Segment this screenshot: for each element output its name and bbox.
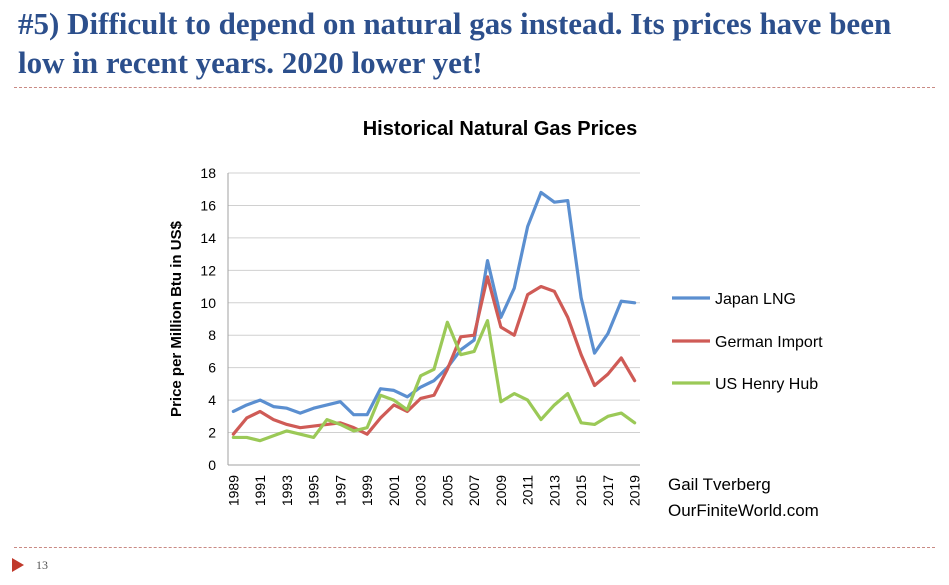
slide-title: #5) Difficult to depend on natural gas i…	[18, 6, 892, 80]
x-tick-label: 1995	[306, 475, 322, 506]
axes: 0 2 4 6 8 10 12 14 16 18 1989 1991 1993 1995 1997 1999 2…	[200, 165, 642, 506]
x-tick-label: 1991	[252, 475, 268, 506]
x-tick-label: 2019	[627, 475, 643, 506]
series-line-us-henry-hub	[231, 319, 637, 443]
series-lines	[231, 190, 637, 443]
x-tick-label: 2007	[466, 475, 482, 506]
x-tick-label: 2005	[439, 475, 455, 506]
legend-label-german-import: German Import	[715, 334, 823, 351]
legend-label-japan-lng: Japan LNG	[715, 291, 796, 308]
y-tick-label: 4	[208, 392, 216, 408]
y-tick-label: 18	[200, 165, 216, 181]
series-line-german-import	[231, 275, 637, 436]
y-tick-label: 8	[208, 327, 216, 343]
x-tick-label: 2001	[386, 475, 402, 506]
series-line-japan-lng	[231, 190, 637, 417]
x-tick-label: 1999	[359, 475, 375, 506]
y-tick-label: 0	[208, 457, 216, 473]
credit-author: Gail Tverberg	[668, 475, 771, 494]
y-tick-label: 16	[200, 197, 216, 213]
page-number: 13	[36, 558, 48, 572]
y-axis-label: Price per Million Btu in US$	[168, 220, 185, 417]
title-divider	[14, 87, 935, 88]
x-tick-label: 2015	[573, 475, 589, 506]
credit-website: OurFiniteWorld.com	[668, 501, 819, 520]
x-tick-label: 1993	[279, 475, 295, 506]
footer-arrow-icon	[12, 558, 24, 572]
x-tick-label: 2011	[520, 475, 536, 505]
x-tick-label: 1997	[332, 475, 348, 506]
y-tick-label: 12	[200, 262, 216, 278]
y-tick-label: 2	[208, 425, 216, 441]
x-tick-label: 2009	[493, 475, 509, 506]
x-tick-label: 2017	[600, 475, 616, 506]
y-tick-label: 14	[200, 230, 216, 246]
legend-label-us-henry-hub: US Henry Hub	[715, 376, 818, 393]
footer-divider	[14, 547, 935, 548]
x-tick-label: 2003	[413, 475, 429, 506]
x-tick-label: 2013	[546, 475, 562, 506]
x-tick-label: 1989	[225, 475, 241, 506]
y-tick-label: 6	[208, 360, 216, 376]
chart-title: Historical Natural Gas Prices	[363, 118, 638, 140]
legend: Japan LNG German Import US Henry Hub	[672, 291, 823, 393]
y-tick-label: 10	[200, 295, 216, 311]
